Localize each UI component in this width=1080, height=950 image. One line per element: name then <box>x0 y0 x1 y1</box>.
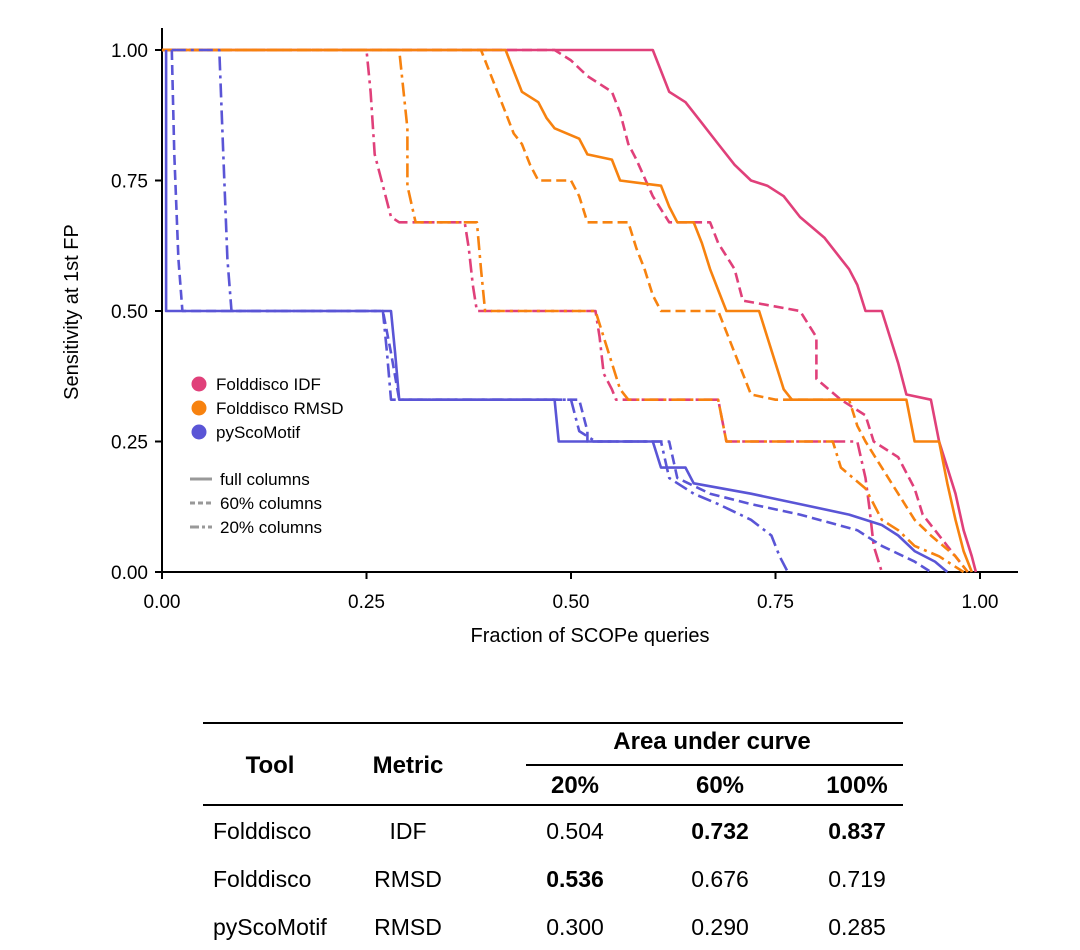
table-cell-v20: 0.536 <box>546 866 604 892</box>
legend-label: Folddisco IDF <box>216 375 321 394</box>
legend-linestyle-label: 20% columns <box>220 518 322 537</box>
header-100: 100% <box>826 772 888 799</box>
series-line-folddisco-rmsd-60 <box>162 48 969 573</box>
series-line-pyscomotif-60 <box>170 49 932 574</box>
table-cell-metric: RMSD <box>374 914 442 940</box>
header-metric: Metric <box>372 752 444 779</box>
series-line-folddisco-rmsd-20 <box>162 48 965 574</box>
table-cell-metric: RMSD <box>374 866 442 892</box>
legend-marker <box>191 376 207 392</box>
table-header-rule <box>203 804 903 806</box>
y-tick-label: 1.00 <box>111 41 148 62</box>
y-tick-label: 0.00 <box>111 563 148 584</box>
table-cell-tool: pyScoMotif <box>213 914 327 940</box>
table-cell-v20: 0.504 <box>546 818 604 844</box>
table-cell-v60: 0.290 <box>691 914 749 940</box>
y-tick-label: 0.75 <box>111 172 148 193</box>
table-cell-v100: 0.837 <box>828 818 886 844</box>
header-auc-group: Area under curve <box>613 728 811 755</box>
chart-series-layer <box>162 48 978 574</box>
x-tick-label: 0.25 <box>348 592 385 613</box>
legend-linestyle-label: full columns <box>220 470 310 489</box>
table-cell-v100: 0.719 <box>828 866 886 892</box>
table-top-rule <box>203 722 903 724</box>
table-cell-metric: IDF <box>389 818 427 844</box>
series-line-folddisco-idf-full <box>162 48 978 573</box>
x-tick-label: 0.50 <box>553 592 590 613</box>
table-cell-tool: Folddisco <box>213 818 312 844</box>
y-axis-title: Sensitivity at 1st FP <box>61 224 83 400</box>
series-line-folddisco-idf-20 <box>162 48 884 573</box>
series-line-pyscomotif-full <box>164 50 949 573</box>
y-tick-label: 0.50 <box>111 302 148 323</box>
legend-label: Folddisco RMSD <box>216 399 344 418</box>
sensitivity-chart: 0.00 0.00 0.25 0.25 0.50 0.50 0.75 0.75 1.00 1.00… <box>61 28 1018 647</box>
legend-label: pyScoMotif <box>216 423 300 442</box>
header-20: 20% <box>550 772 600 799</box>
legend-marker <box>191 400 207 416</box>
chart-axes: 0.00 0.00 0.25 0.25 0.50 0.50 0.75 0.75 1.00 1.00 <box>111 28 1018 613</box>
x-tick-label: 1.00 <box>962 592 999 613</box>
header-tool: Tool <box>245 752 295 779</box>
series-line-folddisco-rmsd-full <box>162 48 974 573</box>
table-cell-tool: Folddisco <box>213 866 312 892</box>
chart-legend: Folddisco IDF Folddisco RMSD pyScoMotif ful… <box>190 375 344 537</box>
table-cell-v60: 0.732 <box>691 818 749 844</box>
x-tick-label: 0.00 <box>144 592 181 613</box>
series-line-folddisco-idf-60 <box>162 48 969 573</box>
auc-group-rule <box>526 764 903 766</box>
legend-linestyle-label: 60% columns <box>220 494 322 513</box>
series-line-pyscomotif-20 <box>171 48 789 573</box>
table-cell-v20: 0.300 <box>546 914 604 940</box>
legend-marker <box>191 424 207 440</box>
table-cell-v60: 0.676 <box>691 866 749 892</box>
x-axis-title: Fraction of SCOPe queries <box>471 625 710 647</box>
header-60: 60% <box>695 772 745 799</box>
x-tick-label: 0.75 <box>757 592 794 613</box>
y-tick-label: 0.25 <box>111 433 148 454</box>
table-cell-v100: 0.285 <box>828 914 886 940</box>
